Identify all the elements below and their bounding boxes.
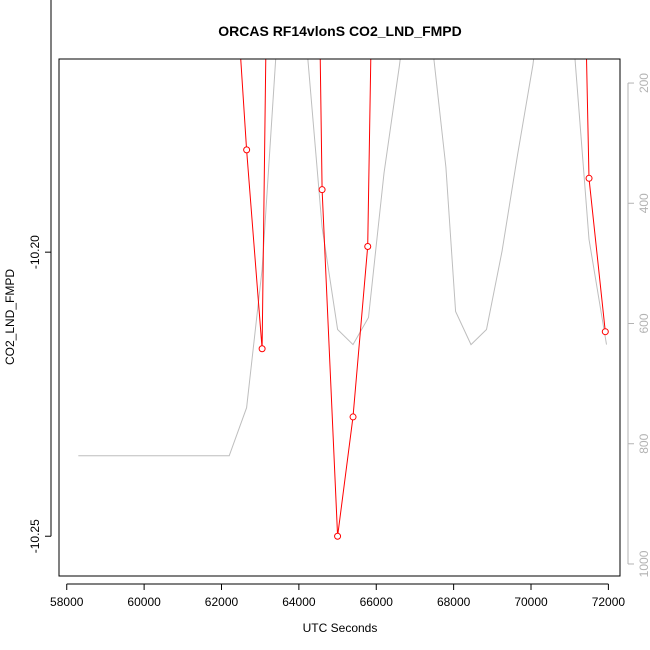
y-axis-label: CO2_LND_FMPD (3, 269, 17, 365)
data-point (318, 186, 326, 194)
x-tick-label: 70000 (514, 595, 548, 609)
data-point (243, 146, 251, 154)
data-point (601, 328, 609, 336)
series-line-right-axis (78, 59, 607, 457)
x-tick-label: 66000 (360, 595, 394, 609)
y2-tick-label: 400 (637, 193, 650, 213)
data-point (334, 532, 342, 540)
y2-tick-label: 800 (637, 433, 650, 453)
data-point (364, 242, 372, 250)
chart-title: ORCAS RF14vlonS CO2_LND_FMPD (218, 23, 461, 39)
plot-area (78, 59, 609, 540)
y2-tick-label: 600 (637, 313, 650, 333)
x-tick-label: 62000 (205, 595, 239, 609)
plot-frame (58, 58, 621, 577)
data-point (585, 174, 593, 182)
x-axis: 58000 60000 62000 64000 66000 68000 70000 72000 (50, 583, 626, 609)
x-tick-label: 72000 (592, 595, 626, 609)
y-tick-label: -10.25 (28, 519, 42, 553)
data-point (258, 345, 266, 353)
y2-tick-label: 1000 (637, 550, 650, 577)
x-tick-label: 58000 (50, 595, 84, 609)
y2-axis: 200 400 600 800 1000 (627, 73, 650, 577)
series-line (240, 59, 606, 537)
y2-tick-label: 200 (637, 73, 650, 93)
data-point (349, 413, 357, 421)
x-axis-label: UTC Seconds (303, 621, 378, 635)
x-tick-label: 64000 (282, 595, 316, 609)
x-tick-label: 60000 (127, 595, 161, 609)
x-tick-label: 68000 (437, 595, 471, 609)
y-tick-label: -10.20 (28, 235, 42, 269)
y-axis: -10.25-10.20-10.15-10.10-10.05-10.00 (28, 0, 52, 553)
